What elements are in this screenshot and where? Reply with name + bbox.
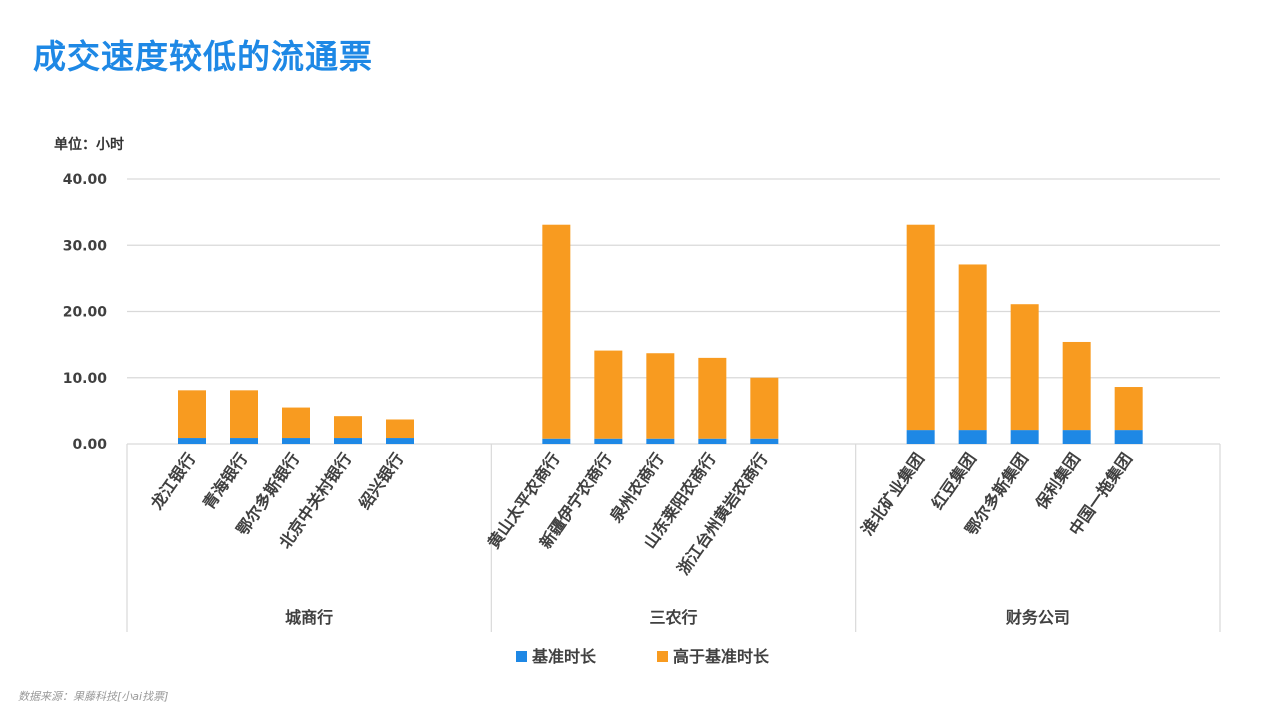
bar-segment-extra [698, 357, 727, 439]
category-label: 红豆集团 [928, 449, 980, 512]
bar-segment-extra [178, 390, 206, 439]
group-label: 财务公司 [1005, 608, 1070, 627]
y-tick-label: 10.00 [63, 371, 108, 387]
bar-segment-base [334, 438, 362, 444]
bar-segment-base [282, 438, 310, 444]
legend-label: 基准时长 [531, 647, 597, 666]
legend-swatch [516, 651, 527, 662]
y-tick-label: 40.00 [63, 172, 108, 188]
bar-segment-base [1114, 430, 1143, 444]
y-tick-label: 30.00 [63, 238, 108, 254]
bar-segment-extra [594, 350, 623, 439]
legend-layer: 基准时长 高于基准时长 [516, 647, 770, 666]
category-label: 浙江台州黄岩农商行 [673, 449, 771, 578]
page-title: 成交速度较低的流通票 [33, 37, 373, 76]
bar-segment-base [1062, 430, 1091, 444]
bar-segment-base [230, 438, 258, 444]
bar-segment-base [958, 430, 987, 444]
bar-segment-extra [334, 416, 362, 439]
bar-segment-extra [230, 390, 258, 439]
category-label: 绍兴银行 [355, 449, 407, 512]
bar-segment-base [386, 438, 414, 444]
category-label: 保利集团 [1031, 449, 1084, 513]
bar-segment-extra [386, 419, 414, 439]
y-tick-label: 0.00 [72, 437, 107, 453]
bar-segment-base [906, 430, 935, 444]
bar-segment-base [594, 438, 623, 444]
bar-segment-base [750, 438, 779, 444]
bar-segment-extra [1010, 304, 1039, 431]
category-label: 淮北矿业集团 [857, 449, 928, 539]
group-label: 三农行 [649, 608, 697, 627]
bar-segment-base [698, 438, 727, 444]
bar-segment-base [178, 438, 206, 444]
bar-segment-extra [1062, 341, 1091, 431]
bar-segment-base [646, 438, 675, 444]
y-tick-label: 20.00 [63, 305, 108, 321]
bar-segment-extra [750, 377, 779, 439]
group-label: 城商行 [285, 608, 333, 627]
bar-segment-extra [958, 264, 987, 431]
bar-segment-base [1010, 430, 1039, 444]
legend-label: 高于基准时长 [673, 647, 770, 666]
bar-layer [178, 224, 1143, 444]
bar-segment-extra [646, 353, 675, 439]
unit-label: 单位：小时 [54, 137, 124, 153]
category-label: 青海银行 [199, 449, 251, 512]
bar-segment-extra [906, 224, 935, 431]
category-label: 龙江银行 [146, 449, 199, 513]
bar-segment-extra [282, 407, 310, 439]
bar-segment-base [542, 438, 571, 444]
bar-segment-extra [1114, 387, 1143, 431]
legend-swatch [657, 651, 668, 662]
bar-segment-extra [542, 224, 571, 439]
source-note: 数据来源：果藤科技[小ai找票] [18, 690, 169, 703]
